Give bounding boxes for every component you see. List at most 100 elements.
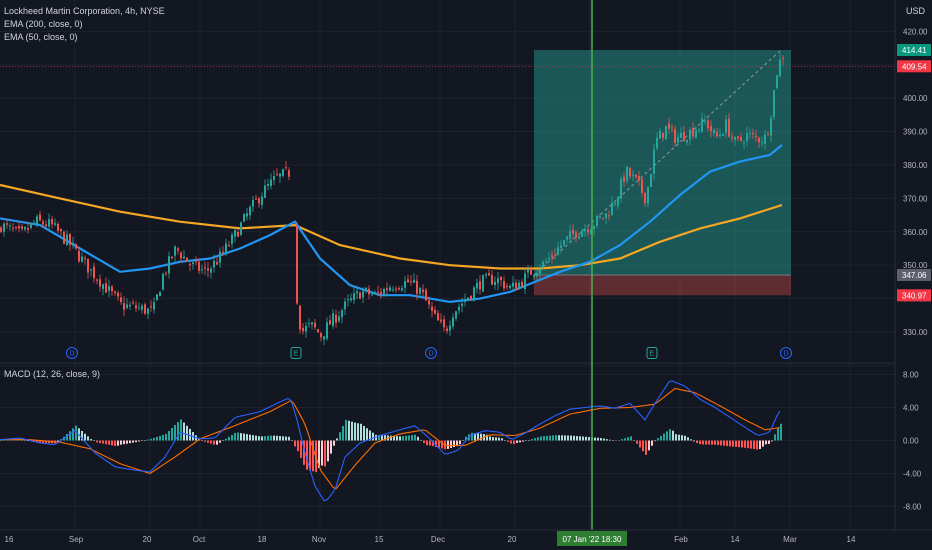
time-axis[interactable]: 16 Sep 20 Oct 18 Nov 15 Dec 20 Feb 14 Mar 14 07 Jan '… xyxy=(0,529,932,546)
candle-body xyxy=(602,217,604,219)
candle-body xyxy=(728,118,730,137)
candle xyxy=(368,285,370,300)
candle-body xyxy=(332,313,334,327)
candle xyxy=(695,126,697,139)
macd-histogram-bar xyxy=(546,435,548,441)
symbol-title[interactable]: Lockheed Martin Corporation, 4h, NYSE xyxy=(4,6,165,16)
candle-body xyxy=(371,294,373,296)
macd-histogram-bar xyxy=(537,437,539,441)
candle xyxy=(21,223,23,231)
candle xyxy=(392,286,394,293)
candle-body xyxy=(566,236,568,240)
event-letter: E xyxy=(650,351,655,358)
macd-histogram-bar xyxy=(261,436,263,441)
time-tick-label: 16 xyxy=(5,535,14,544)
candle xyxy=(491,270,493,286)
macd-histogram-bar xyxy=(129,440,131,444)
event-marker-earnings[interactable]: E xyxy=(290,347,302,359)
macd-histogram-bar xyxy=(393,435,395,441)
candle xyxy=(560,240,562,253)
candle-body xyxy=(75,243,77,249)
candle-body xyxy=(317,329,319,333)
price-tag[interactable]: 347.06 xyxy=(897,268,931,281)
candle-body xyxy=(228,245,230,247)
candle xyxy=(57,221,59,234)
macd-histogram-bar xyxy=(336,438,338,441)
macd-histogram-bar xyxy=(669,429,671,441)
candle-body xyxy=(578,235,580,239)
macd-histogram-bar xyxy=(606,439,608,441)
macd-histogram-bar xyxy=(507,440,509,442)
price-axis[interactable]: 420.00410.00400.00390.00380.00370.00360.… xyxy=(894,0,932,550)
candle-body xyxy=(42,221,44,225)
macd-histogram-bar xyxy=(93,440,95,441)
candle-body xyxy=(72,242,74,244)
event-marker-dividend[interactable]: D xyxy=(780,347,792,359)
candle xyxy=(147,307,149,320)
candle-body xyxy=(530,268,532,275)
price-tag[interactable]: 414.41 xyxy=(897,44,931,57)
macd-histogram-bar xyxy=(90,439,92,441)
candle xyxy=(503,276,505,292)
candle-body xyxy=(63,231,65,244)
event-letter: D xyxy=(428,351,433,358)
candle-body xyxy=(305,325,307,332)
candle-body xyxy=(168,256,170,274)
candle-body xyxy=(219,251,221,263)
candle xyxy=(213,254,215,273)
macd-histogram-bar xyxy=(225,438,227,441)
macd-tick-label: 4.00 xyxy=(903,404,919,413)
macd-histogram-bar xyxy=(513,440,515,445)
candle xyxy=(713,128,715,137)
price-tag[interactable]: 409.54 xyxy=(897,60,931,73)
candle xyxy=(569,225,571,244)
macd-tick-label: -8.00 xyxy=(903,503,922,512)
candle xyxy=(347,294,349,307)
macd-histogram-bar xyxy=(123,440,125,445)
crosshair-time-tag: 07 Jan '22 18:30 xyxy=(557,531,627,546)
macd-histogram-bar xyxy=(267,435,269,441)
candle-body xyxy=(180,252,182,259)
macd-tick-label: 8.00 xyxy=(903,371,919,380)
candle-body xyxy=(749,133,751,135)
candle xyxy=(168,251,170,279)
candle xyxy=(710,120,712,138)
candle-body xyxy=(752,133,754,135)
macd-histogram-bar xyxy=(630,436,632,441)
macd-histogram-bar xyxy=(72,428,74,441)
candle-body xyxy=(425,289,427,301)
candlestick-series[interactable] xyxy=(0,53,784,346)
ema200-legend[interactable]: EMA (200, close, 0) xyxy=(4,19,83,29)
event-marker-earnings[interactable]: E xyxy=(646,347,658,359)
candle xyxy=(365,286,367,294)
candle xyxy=(464,293,466,307)
candle xyxy=(422,284,424,297)
candle xyxy=(246,207,248,221)
candle-body xyxy=(368,288,370,295)
macd-histogram-bar xyxy=(153,437,155,441)
macd-legend[interactable]: MACD (12, 26, close, 9) xyxy=(4,369,101,379)
candle-body xyxy=(365,288,367,290)
candle xyxy=(96,278,98,285)
ema50-legend[interactable]: EMA (50, close, 0) xyxy=(4,32,78,42)
candle xyxy=(9,222,11,231)
event-marker-dividend[interactable]: D xyxy=(66,347,78,359)
macd-histogram-bar xyxy=(501,438,503,441)
candle xyxy=(288,167,290,181)
event-marker-dividend[interactable]: D xyxy=(425,347,437,359)
candle xyxy=(440,313,442,324)
candle-body xyxy=(147,308,149,315)
price-tag[interactable]: 340.97 xyxy=(897,289,931,302)
candle xyxy=(782,55,784,65)
candle xyxy=(240,221,242,237)
ema200-line[interactable] xyxy=(0,183,783,270)
macd-histogram-bar xyxy=(162,434,164,441)
candle xyxy=(51,215,53,229)
macd-axis[interactable]: 8.00 4.00 0.00 -4.00 -8.00 xyxy=(903,371,922,512)
candle-body xyxy=(374,292,376,294)
macd-pane[interactable] xyxy=(0,380,782,502)
candle xyxy=(524,267,526,294)
price-tick-label: 360.00 xyxy=(903,228,928,237)
